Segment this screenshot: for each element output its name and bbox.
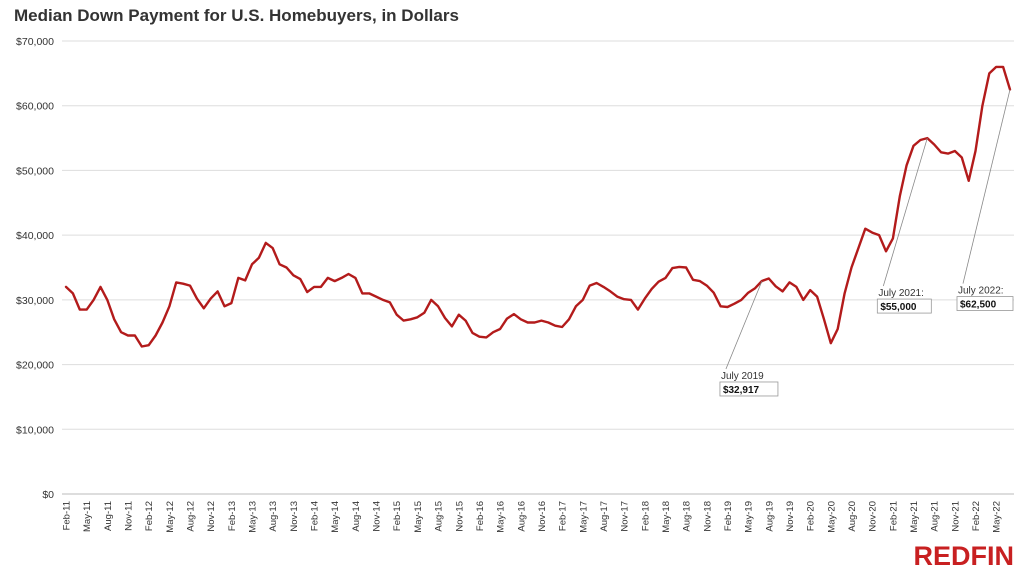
x-tick-label: Feb-20 — [806, 501, 817, 531]
x-tick-label: Feb-21 — [888, 501, 899, 531]
x-tick-label: Aug-19 — [764, 501, 775, 532]
y-tick-label: $40,000 — [16, 230, 54, 242]
x-tick-label: Nov-19 — [785, 501, 796, 532]
annotation-value: $32,917 — [723, 385, 760, 396]
x-tick-label: May-11 — [82, 501, 93, 532]
x-tick-label: May-13 — [248, 501, 259, 533]
annotation-value: $62,500 — [960, 300, 997, 311]
chart-title: Median Down Payment for U.S. Homebuyers,… — [14, 6, 459, 25]
annotation-leader-line — [725, 280, 763, 370]
x-tick-label: Nov-12 — [206, 501, 217, 532]
x-tick-label: Feb-16 — [475, 501, 486, 531]
annotations: July 2019 $32,917 July 2021: $55,000 July 20… — [719, 89, 1014, 397]
series-layer — [64, 65, 1012, 348]
x-tick-label: Feb-17 — [558, 501, 569, 531]
redfin-logo: REDFIN — [913, 541, 1015, 571]
x-tick-label: May-15 — [413, 501, 424, 533]
x-tick-label: Aug-15 — [434, 501, 445, 532]
y-tick-label: $20,000 — [16, 360, 54, 372]
x-tick-label: Aug-12 — [186, 501, 197, 532]
y-tick-label: $30,000 — [16, 295, 54, 307]
annotation-leader-line — [882, 137, 928, 287]
x-tick-label: Feb-15 — [392, 501, 403, 531]
x-tick-label: May-19 — [744, 501, 755, 533]
x-tick-label: Nov-20 — [868, 501, 879, 532]
x-tick-label: May-14 — [330, 501, 341, 533]
x-tick-label: May-12 — [165, 501, 176, 533]
x-axis-tick-labels: Feb-11 May-11 Aug-11 Nov-11 Feb-12 May-12 Aug-… — [62, 501, 1003, 533]
annotation-leader-line — [962, 89, 1011, 284]
x-tick-label: Nov-11 — [124, 501, 135, 531]
x-tick-label: Feb-19 — [723, 501, 734, 531]
x-tick-label: Aug-21 — [930, 501, 941, 532]
x-tick-label: Aug-14 — [351, 501, 362, 532]
x-tick-label: Feb-11 — [62, 501, 73, 530]
series-line — [64, 65, 1012, 348]
x-tick-label: Feb-14 — [310, 501, 321, 531]
x-tick-label: Aug-11 — [103, 501, 114, 531]
x-tick-label: Nov-17 — [620, 501, 631, 532]
x-tick-label: Feb-22 — [971, 501, 982, 531]
y-axis-tick-labels: $0 $10,000 $20,000 $30,000 $40,000 $50,000 $60… — [16, 36, 54, 501]
x-tick-label: Nov-16 — [537, 501, 548, 532]
x-tick-label: May-21 — [909, 501, 920, 533]
x-tick-label: Nov-18 — [702, 501, 713, 532]
x-tick-label: May-22 — [992, 501, 1003, 533]
x-tick-label: May-16 — [496, 501, 507, 533]
annotation-label: July 2021: — [878, 288, 924, 299]
x-tick-label: Nov-14 — [372, 501, 383, 532]
x-tick-label: Aug-18 — [682, 501, 693, 532]
y-tick-label: $10,000 — [16, 424, 54, 436]
annotation-label: July 2022: — [958, 286, 1004, 297]
x-tick-label: Nov-15 — [454, 501, 465, 532]
annotation-value-box — [956, 296, 1014, 311]
annotation-value-box — [876, 298, 932, 314]
gridlines — [62, 40, 1014, 495]
annotation-label: July 2019 — [721, 371, 764, 382]
y-tick-label: $0 — [42, 489, 54, 501]
x-tick-label: Aug-17 — [599, 501, 610, 532]
x-tick-label: Aug-20 — [847, 501, 858, 532]
y-tick-label: $70,000 — [16, 36, 54, 48]
annotation-value-box — [719, 381, 779, 397]
x-tick-label: Feb-18 — [640, 501, 651, 531]
x-tick-label: May-20 — [826, 501, 837, 533]
x-tick-label: Feb-12 — [144, 501, 155, 531]
x-tick-label: Aug-13 — [268, 501, 279, 532]
x-tick-label: Aug-16 — [516, 501, 527, 532]
y-tick-label: $60,000 — [16, 101, 54, 113]
x-tick-label: Feb-13 — [227, 501, 238, 531]
y-tick-label: $50,000 — [16, 165, 54, 177]
x-tick-label: May-17 — [578, 501, 589, 533]
x-tick-label: May-18 — [661, 501, 672, 533]
x-tick-label: Nov-21 — [950, 501, 961, 532]
annotation-value: $55,000 — [880, 302, 917, 313]
x-tick-label: Nov-13 — [289, 501, 300, 532]
